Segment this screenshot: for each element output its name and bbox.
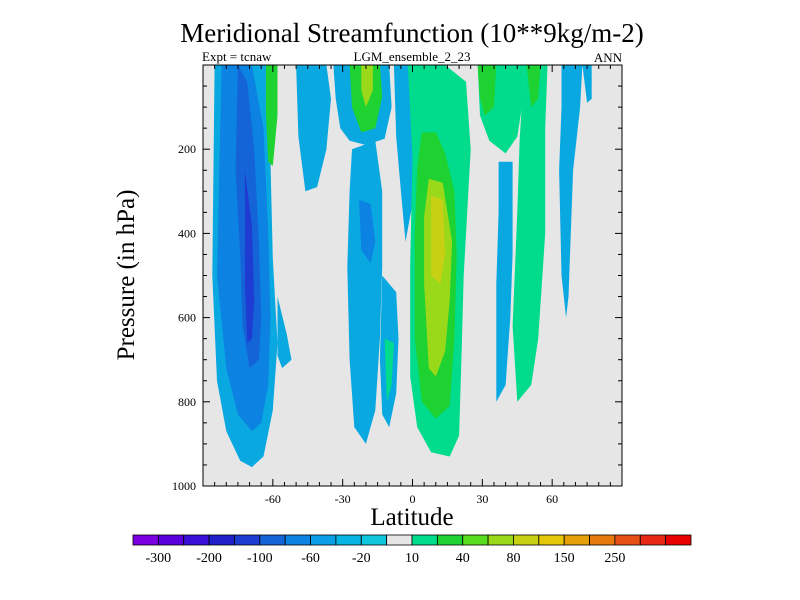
colorbar-swatch: [284, 534, 311, 546]
colorbar-label: 150: [554, 551, 575, 566]
colorbar-swatch: [259, 534, 286, 546]
colorbar-swatch: [132, 534, 159, 546]
contour-blue-nh-mid: [496, 161, 513, 402]
contour-blue-upper-sh: [296, 65, 331, 192]
colorbar-swatch: [386, 534, 413, 546]
colorbar-swatch: [436, 534, 464, 546]
colorbar-label: 80: [506, 551, 520, 566]
left-string: Expt = tcnaw: [202, 49, 272, 64]
colorbar-swatch: [487, 534, 514, 546]
x-tick-label: 0: [410, 492, 416, 506]
x-tick-label: -60: [265, 492, 281, 506]
colorbar-label: -20: [352, 551, 371, 566]
colorbar-swatch: [157, 534, 185, 546]
contour-nh-cell-core: [431, 195, 446, 284]
right-string: ANN: [594, 50, 623, 65]
contour-blue-deep-mid: [359, 199, 376, 263]
contour-green-nh-right-inner: [526, 65, 541, 108]
y-tick-label: 800: [178, 395, 196, 409]
colorbar-swatch: [360, 534, 388, 546]
colorbar-swatch: [589, 534, 616, 546]
colorbar-swatch: [639, 534, 667, 546]
colorbar-swatch: [563, 534, 590, 546]
colorbar-swatch: [538, 534, 565, 546]
colorbar-swatch: [513, 534, 540, 546]
center-string: LGM_ensemble_2_23: [354, 49, 471, 64]
y-tick-label: 1000: [172, 479, 196, 493]
contour-blue-small-sh: [277, 296, 292, 369]
contour-sh-cell-core: [244, 170, 255, 343]
colorbar-swatch: [614, 534, 641, 546]
contour-blue-far-nh-top: [582, 65, 592, 103]
colorbar: -300 -200 -100 -60 -20 10 40 80 150 250: [132, 534, 692, 566]
axis-ticks: -60 -30 0 30 60 200 400 600 800 1000: [172, 64, 623, 506]
colorbar-label: -100: [247, 551, 273, 566]
contour-green-nh-right: [512, 65, 548, 402]
contour-blue-far-nh: [559, 65, 583, 318]
colorbar-swatch: [462, 534, 489, 546]
contour-lime-top: [361, 65, 373, 108]
chart-title: Meridional Streamfunction (10**9kg/m-2): [180, 18, 643, 48]
y-axis-label: Pressure (in hPa): [113, 190, 140, 361]
colorbar-label: -60: [301, 551, 320, 566]
contour-green-top-nh-inner: [477, 65, 497, 116]
y-tick-label: 200: [178, 142, 196, 156]
colorbar-swatch: [411, 534, 438, 546]
x-tick-label: 60: [546, 492, 558, 506]
x-axis-label: Latitude: [370, 504, 453, 531]
colorbar-swatch: [208, 534, 235, 546]
colorbar-swatch: [183, 534, 210, 546]
colorbar-label: -300: [146, 551, 172, 566]
x-tick-label: -30: [335, 492, 351, 506]
y-tick-label: 600: [178, 311, 196, 325]
colorbar-label: 10: [405, 551, 419, 566]
colorbar-swatch: [234, 534, 261, 546]
y-tick-label: 400: [178, 226, 196, 240]
colorbar-swatch: [335, 534, 362, 546]
contour-green-strip-sh: [265, 65, 278, 166]
colorbar-swatch: [665, 534, 692, 546]
x-tick-label: 30: [476, 492, 488, 506]
contour-green-small-eq: [384, 338, 394, 402]
colorbar-swatch: [310, 534, 337, 546]
contour-regions: [212, 65, 592, 468]
plot-area: -60 -30 0 30 60 200 400 600 800 1000: [172, 64, 623, 506]
colorbar-label: -200: [196, 551, 222, 566]
contour-blue-mid-sh: [347, 140, 383, 444]
colorbar-label: 250: [604, 551, 625, 566]
colorbar-label: 40: [456, 551, 470, 566]
